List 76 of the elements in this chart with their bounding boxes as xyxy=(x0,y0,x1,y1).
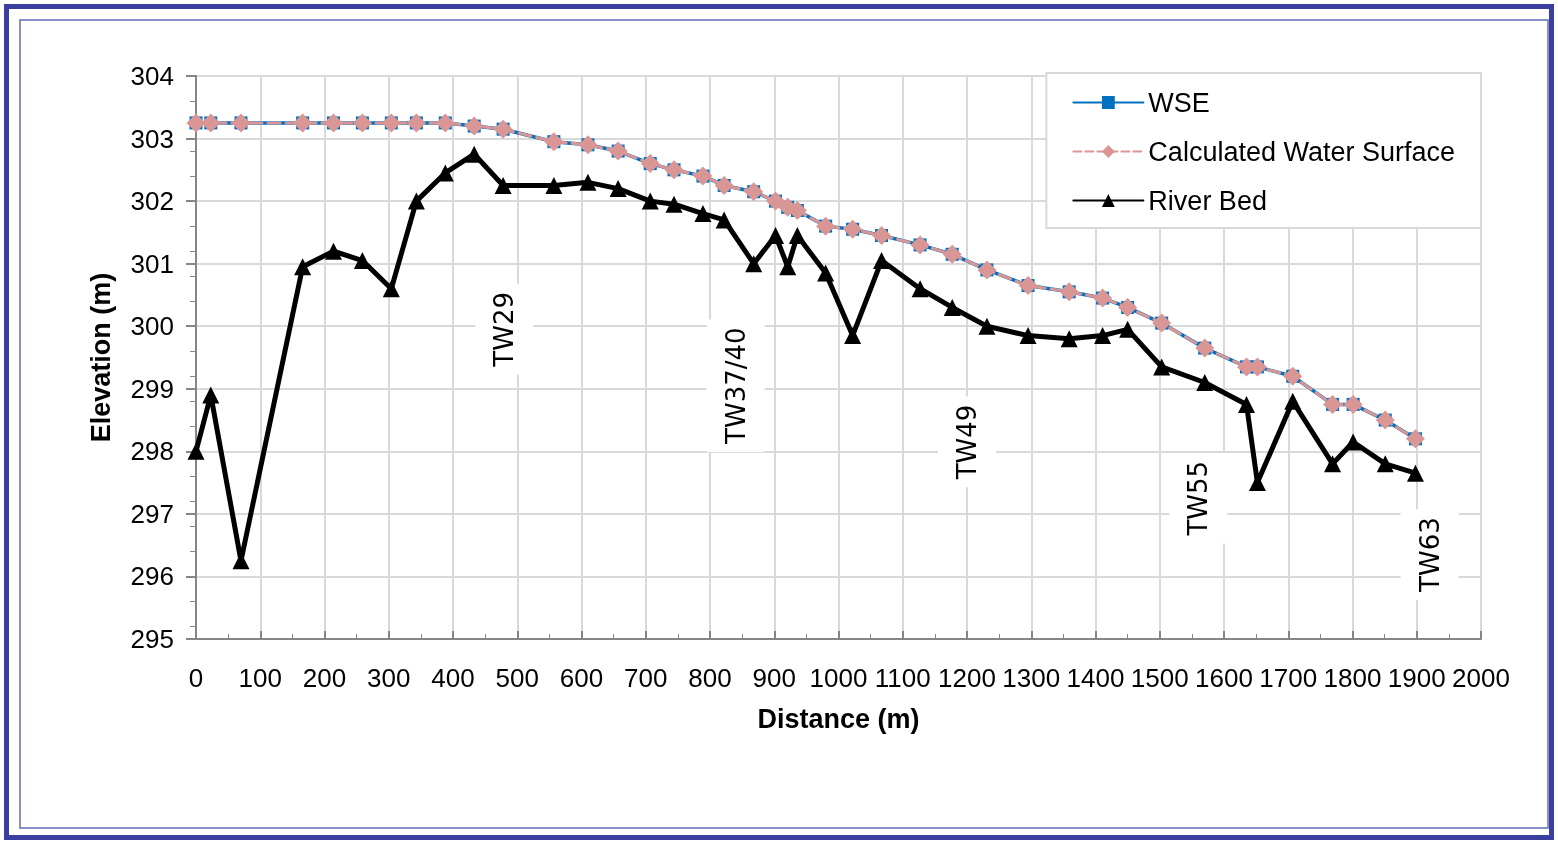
point xyxy=(465,145,483,163)
point xyxy=(1376,455,1394,473)
y-tick-label: 304 xyxy=(130,61,174,91)
x-tick-label: 900 xyxy=(752,663,796,693)
annotation: TW49 xyxy=(952,404,982,481)
point xyxy=(911,280,929,298)
y-tick-label: 295 xyxy=(130,624,174,654)
point xyxy=(715,211,733,229)
point xyxy=(767,227,785,245)
x-tick-label: 1700 xyxy=(1259,663,1318,693)
point xyxy=(1196,374,1214,392)
x-tick-label: 1200 xyxy=(938,663,996,693)
point xyxy=(545,176,563,194)
point xyxy=(1324,455,1342,473)
legend-label: Calculated Water Surface xyxy=(1148,136,1455,167)
x-tick-label: 700 xyxy=(624,663,668,693)
x-tick-label: 1000 xyxy=(809,663,868,693)
x-tick-label: 400 xyxy=(431,663,475,693)
y-tick-label: 302 xyxy=(130,186,174,217)
y-axis-title: Elevation (m) xyxy=(85,272,116,443)
legend-label: WSE xyxy=(1148,87,1210,118)
x-tick-label: 800 xyxy=(688,663,732,693)
x-tick-label: 500 xyxy=(495,663,539,693)
x-tick-label: 1800 xyxy=(1323,663,1382,693)
point xyxy=(817,264,835,282)
point xyxy=(1406,464,1424,482)
x-tick-label: 2000 xyxy=(1452,663,1510,693)
point xyxy=(1094,327,1112,345)
point xyxy=(324,242,342,260)
y-tick-label: 298 xyxy=(130,436,174,467)
x-tick-label: 200 xyxy=(302,663,347,693)
point xyxy=(1153,358,1171,376)
point xyxy=(1284,392,1302,410)
legend-label: River Bed xyxy=(1148,185,1267,216)
point xyxy=(641,192,659,210)
point xyxy=(1237,395,1255,413)
point xyxy=(294,258,312,276)
point xyxy=(609,180,627,198)
point xyxy=(665,195,683,213)
x-tick-label: 1400 xyxy=(1066,663,1125,693)
annotation: TW55 xyxy=(1183,460,1214,537)
point xyxy=(978,317,996,335)
x-tick-label: 1100 xyxy=(874,663,931,693)
y-tick-label: 297 xyxy=(130,498,174,529)
y-tick-label: 299 xyxy=(130,373,174,404)
point xyxy=(694,205,712,223)
point xyxy=(844,327,862,345)
point xyxy=(187,442,205,460)
y-tick-label: 303 xyxy=(130,123,174,154)
point xyxy=(943,298,961,316)
point xyxy=(1060,330,1078,348)
y-tick-label: 300 xyxy=(130,311,174,342)
x-tick-label: 1300 xyxy=(1002,663,1061,693)
point xyxy=(579,173,597,191)
x-tick-label: 0 xyxy=(188,663,204,693)
point xyxy=(202,386,220,404)
point xyxy=(494,176,512,194)
x-tick-label: 1500 xyxy=(1130,663,1189,693)
point xyxy=(407,192,425,210)
point xyxy=(873,252,891,270)
x-tick-label: 300 xyxy=(367,663,411,693)
point xyxy=(779,258,797,276)
x-tick-label: 100 xyxy=(238,663,282,693)
annotation: TW29 xyxy=(489,292,520,368)
point xyxy=(382,280,400,298)
point xyxy=(1019,327,1037,345)
point xyxy=(745,255,763,273)
x-axis-title: Distance (m) xyxy=(757,703,920,734)
annotation: TW37/40 xyxy=(720,327,751,445)
x-tick-label: 600 xyxy=(559,663,604,693)
y-tick-label: 301 xyxy=(130,248,174,279)
point xyxy=(788,227,806,245)
y-tick-label: 296 xyxy=(130,561,174,592)
x-tick-label: 1600 xyxy=(1195,663,1253,693)
annotation: TW63 xyxy=(1414,517,1445,593)
x-tick-label: 1900 xyxy=(1387,663,1446,693)
